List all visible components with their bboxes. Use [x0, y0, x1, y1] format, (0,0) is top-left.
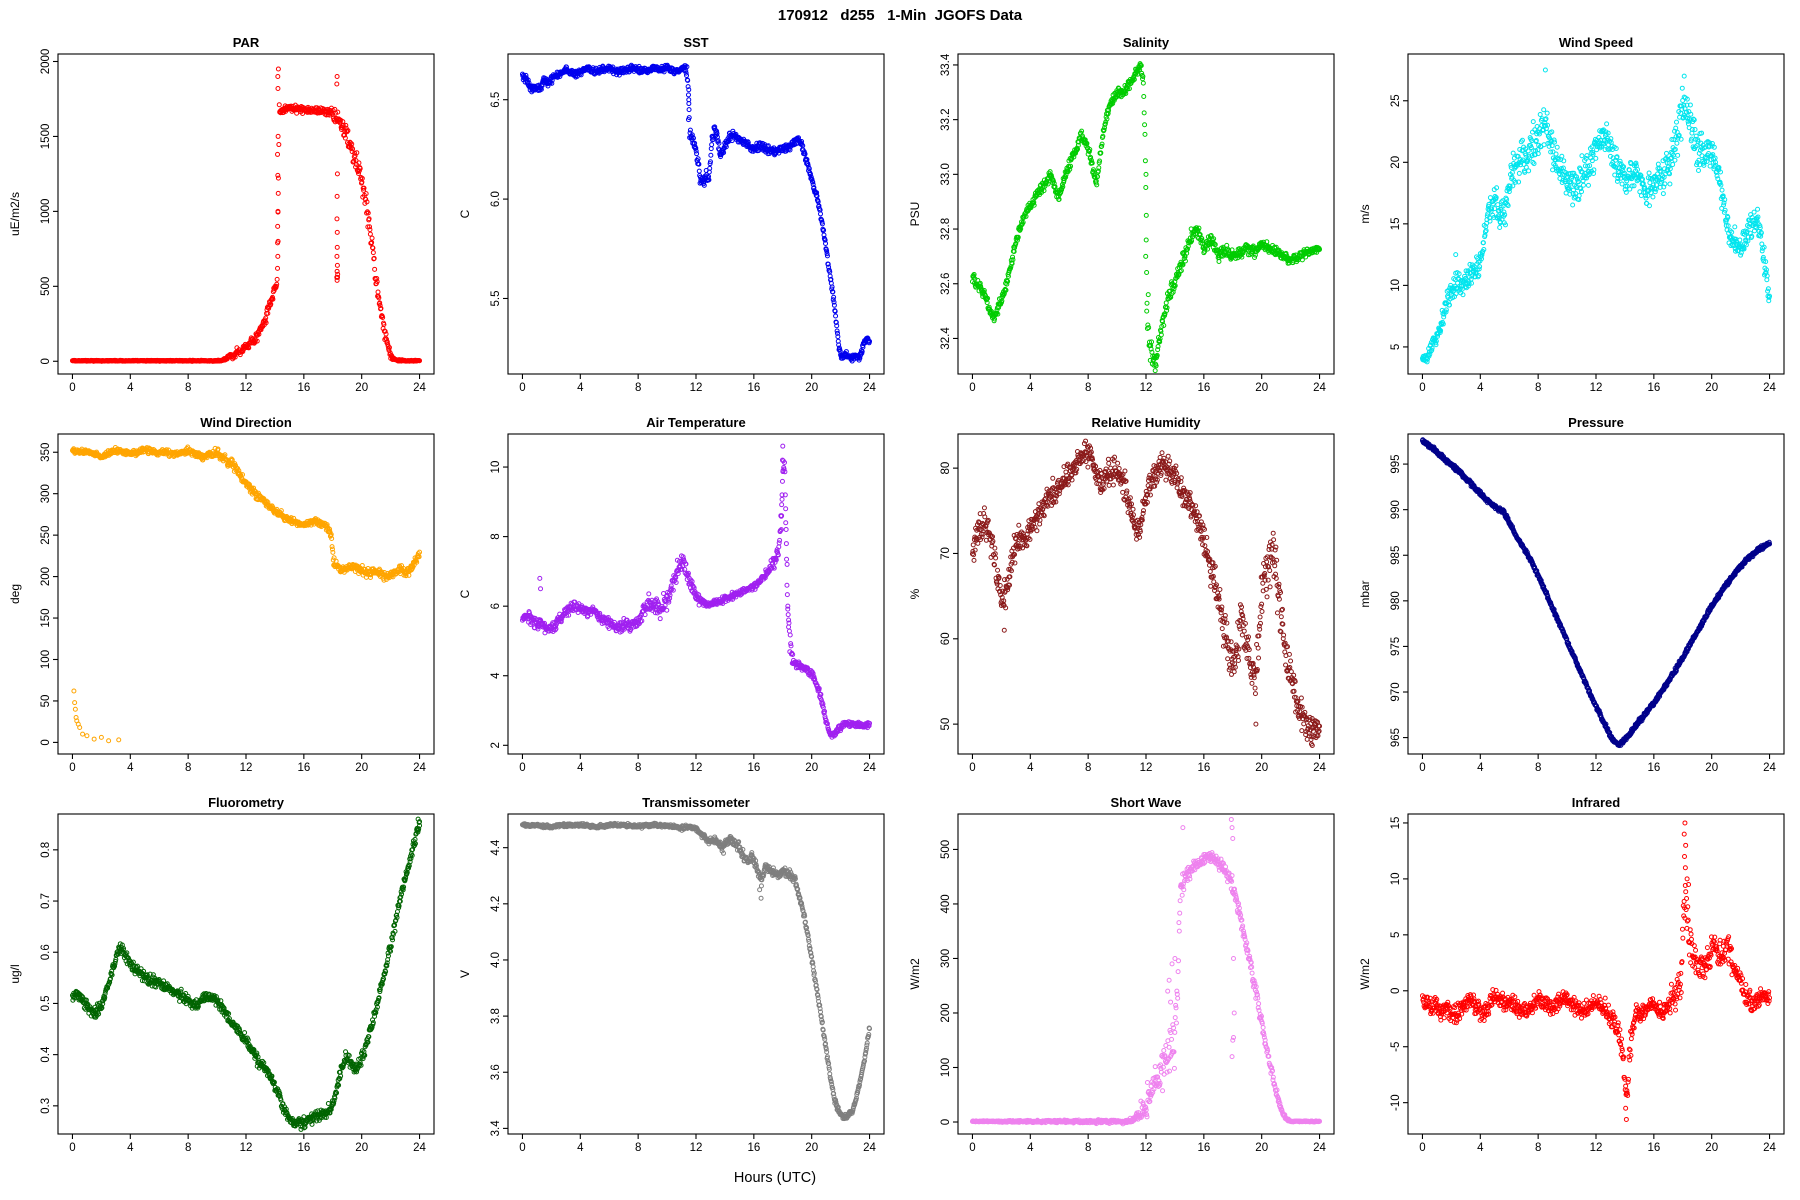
chart-title: Air Temperature [646, 415, 746, 430]
chart-canvas [900, 790, 1350, 1170]
chart-canvas [0, 410, 450, 790]
chart-title: SST [683, 35, 709, 50]
chart-panel-short-wave: Short Wave W/m2 [900, 790, 1350, 1170]
chart-title: Wind Direction [200, 415, 292, 430]
y-axis-label: deg [8, 583, 22, 605]
y-axis-label: % [908, 588, 922, 600]
chart-title: Pressure [1568, 415, 1624, 430]
y-axis-label: C [458, 589, 472, 599]
chart-canvas [900, 30, 1350, 410]
chart-title: Relative Humidity [1091, 415, 1201, 430]
chart-title: PAR [232, 35, 260, 50]
charts-grid: PAR uE/m2/s SST C Salinity PSU Wind Speed m/s Wi… [0, 30, 1800, 1170]
main-title: 170912 d255 1-Min JGOFS Data [777, 7, 1023, 24]
chart-title: Transmissometer [642, 795, 750, 810]
x-axis-label: Hours (UTC) [733, 1170, 817, 1186]
chart-panel-infrared: Infrared W/m2 [1350, 790, 1800, 1170]
chart-canvas [1350, 410, 1800, 790]
chart-panel-transmissometer: Transmissometer V [450, 790, 900, 1170]
chart-canvas [900, 410, 1350, 790]
y-axis-label: ug/l [8, 964, 22, 984]
chart-panel-air-temperature: Air Temperature C [450, 410, 900, 790]
chart-canvas [450, 30, 900, 410]
chart-panel-wind-direction: Wind Direction deg [0, 410, 450, 790]
chart-panel-par: PAR uE/m2/s [0, 30, 450, 410]
y-axis-label: W/m2 [908, 958, 922, 990]
chart-title: Short Wave [1110, 795, 1182, 810]
chart-title: Infrared [1571, 795, 1621, 810]
chart-panel-salinity: Salinity PSU [900, 30, 1350, 410]
chart-canvas [0, 30, 450, 410]
y-axis-label: m/s [1358, 204, 1372, 224]
y-axis-label: V [458, 969, 472, 979]
chart-panel-pressure: Pressure mbar [1350, 410, 1800, 790]
y-axis-label: W/m2 [1358, 958, 1372, 990]
chart-title: Fluorometry [208, 795, 284, 810]
y-axis-label: uE/m2/s [8, 191, 22, 237]
chart-canvas [1350, 790, 1800, 1170]
chart-panel-fluorometry: Fluorometry ug/l [0, 790, 450, 1170]
chart-canvas [450, 790, 900, 1170]
chart-canvas [1350, 30, 1800, 410]
chart-title: Salinity [1122, 35, 1170, 50]
chart-title: Wind Speed [1558, 35, 1634, 50]
chart-canvas [450, 410, 900, 790]
y-axis-label: PSU [908, 201, 922, 227]
y-axis-label: C [458, 209, 472, 219]
chart-panel-relative-humidity: Relative Humidity% [900, 410, 1350, 790]
y-axis-label: mbar [1358, 580, 1372, 608]
chart-panel-sst: SST C [450, 30, 900, 410]
chart-panel-wind-speed: Wind Speed m/s [1350, 30, 1800, 410]
chart-canvas [0, 790, 450, 1170]
